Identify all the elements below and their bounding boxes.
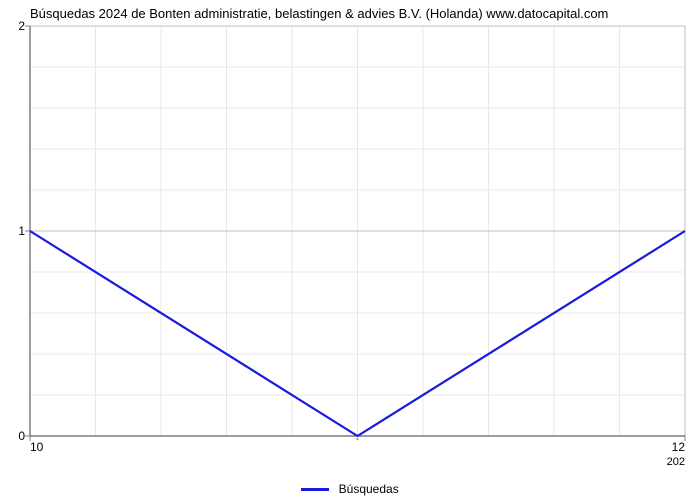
chart-container: Búsquedas 2024 de Bonten administratie, … [0, 0, 700, 500]
plot-area [30, 26, 685, 436]
chart-svg [30, 26, 685, 436]
legend-label: Búsquedas [339, 482, 399, 496]
y-tick-label: 1 [5, 224, 25, 238]
y-tick-label: 2 [5, 19, 25, 33]
x-tick-label: 10 [30, 440, 43, 454]
y-tick-label: 0 [5, 429, 25, 443]
chart-title: Búsquedas 2024 de Bonten administratie, … [30, 6, 692, 21]
legend: Búsquedas [0, 481, 700, 496]
x-tick-label: 12 [672, 440, 685, 454]
legend-swatch [301, 488, 329, 491]
x-sub-label: 202 [667, 456, 685, 468]
